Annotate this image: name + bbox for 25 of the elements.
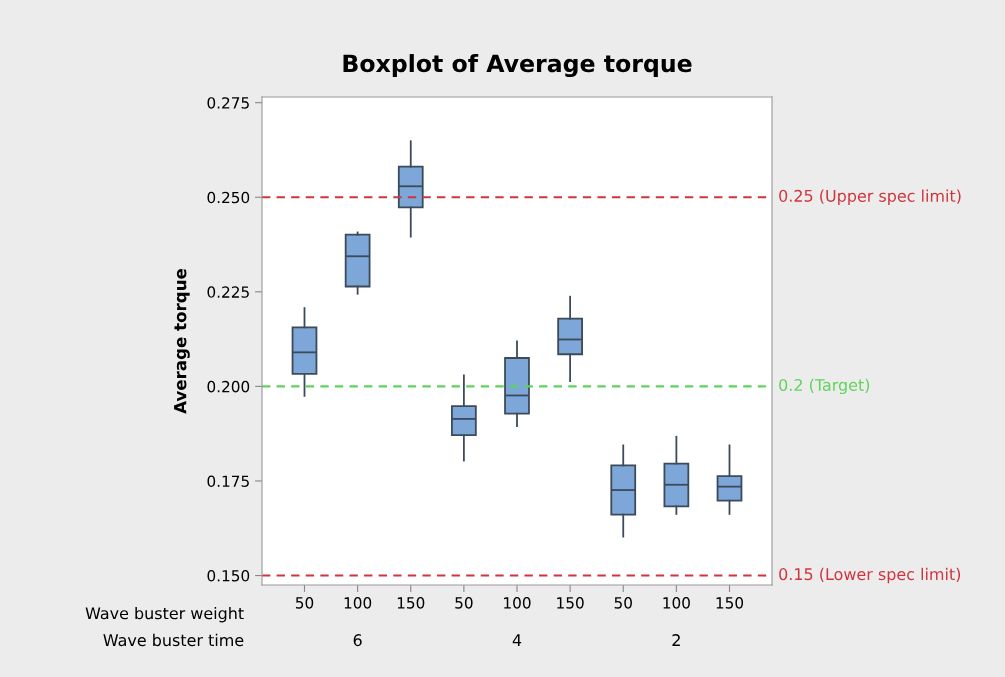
chart-title: Boxplot of Average torque bbox=[343, 54, 692, 78]
text: 0.175 bbox=[207, 475, 249, 487]
ref-line-label: 0.25 (Upper spec limit) bbox=[779, 189, 961, 205]
x-tick-label: 150 bbox=[716, 597, 744, 609]
x-tick-label: 150 bbox=[397, 597, 425, 609]
x-tick-label: 50 bbox=[455, 597, 473, 609]
x-tick-label: 50 bbox=[295, 597, 314, 609]
text: 0.275 bbox=[207, 97, 249, 109]
y-axis-title: Average torque bbox=[174, 268, 190, 414]
text: 0.250 bbox=[207, 191, 250, 204]
text: Wave buster time bbox=[103, 633, 244, 647]
text: 4 bbox=[512, 634, 522, 646]
ref-line-label: 0.2 (Target) bbox=[779, 378, 870, 395]
text: 0.200 bbox=[207, 380, 250, 393]
ref-line-label: 0.15 (Lower spec limit) bbox=[779, 567, 961, 584]
text: 0.225 bbox=[207, 286, 249, 298]
text: 0.150 bbox=[207, 570, 250, 582]
x-tick-label: 150 bbox=[557, 597, 584, 609]
x-tick-label: 50 bbox=[614, 597, 632, 609]
x-tick-label: 100 bbox=[504, 597, 531, 609]
text: 2 bbox=[672, 634, 680, 646]
text: 6 bbox=[353, 634, 362, 647]
x-tick-label: 100 bbox=[663, 597, 690, 609]
x-tick-label: 100 bbox=[344, 597, 372, 609]
text: Wave buster weight bbox=[85, 606, 244, 623]
